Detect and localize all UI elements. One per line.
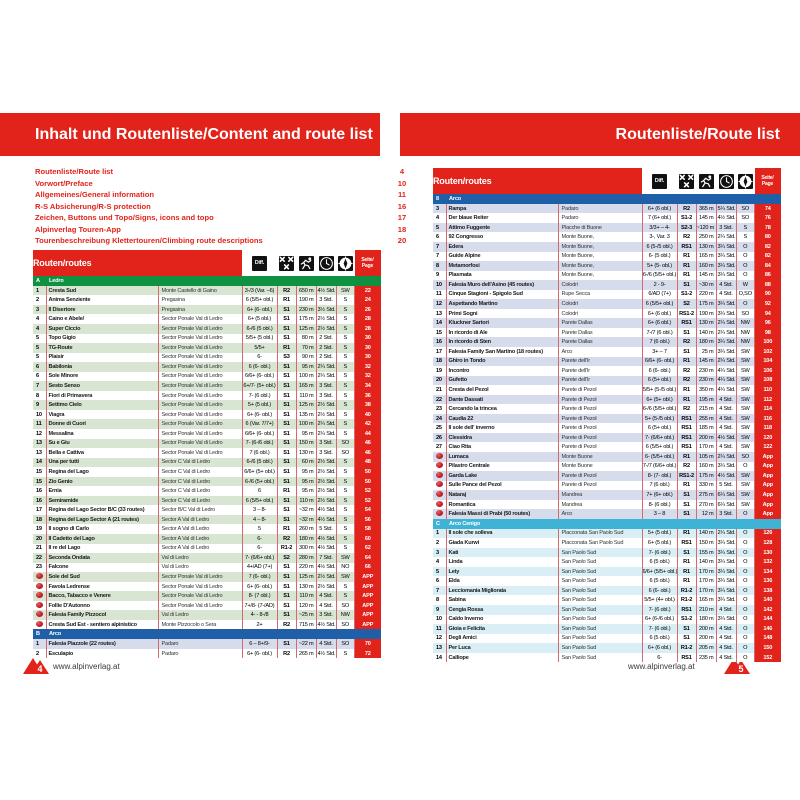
svg-text:4: 4 [37, 664, 42, 674]
svg-text:5: 5 [738, 664, 743, 674]
